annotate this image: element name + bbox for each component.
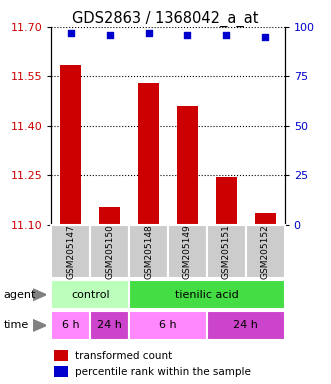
Bar (138, 83, 159, 225)
Bar (168, 225, 207, 278)
Bar (255, 213, 276, 225)
Point (68, 30, 73, 36)
Text: agent: agent (3, 290, 36, 300)
Bar (51, 280, 129, 309)
Text: 24 h: 24 h (233, 320, 258, 331)
Text: GSM205149: GSM205149 (183, 224, 192, 279)
Text: GSM205151: GSM205151 (222, 224, 231, 279)
Bar (129, 280, 285, 309)
Bar (54, 366, 68, 377)
Bar (90, 225, 129, 278)
Bar (51, 311, 90, 340)
Text: percentile rank within the sample: percentile rank within the sample (75, 367, 251, 377)
Bar (51, 225, 90, 278)
Point (107, 32, 112, 38)
Bar (207, 225, 246, 278)
Polygon shape (33, 289, 46, 300)
Point (262, 34, 268, 40)
Text: control: control (71, 290, 110, 300)
Point (146, 30, 151, 36)
Text: GSM205150: GSM205150 (105, 224, 114, 279)
Text: GSM205147: GSM205147 (66, 224, 75, 279)
Text: GSM205152: GSM205152 (261, 224, 270, 279)
Text: GDS2863 / 1368042_a_at: GDS2863 / 1368042_a_at (72, 11, 259, 27)
Text: GSM205148: GSM205148 (144, 224, 153, 279)
Point (224, 32, 229, 38)
Bar (207, 311, 285, 340)
Text: tienilic acid: tienilic acid (175, 290, 239, 300)
Text: transformed count: transformed count (75, 351, 172, 361)
Text: 24 h: 24 h (97, 320, 122, 331)
Bar (54, 350, 68, 361)
Bar (215, 177, 237, 225)
Bar (99, 207, 120, 225)
Text: 6 h: 6 h (159, 320, 177, 331)
Bar (90, 311, 129, 340)
Bar (60, 65, 81, 225)
Point (185, 32, 190, 38)
Bar (177, 106, 198, 225)
Text: 6 h: 6 h (62, 320, 79, 331)
Bar (246, 225, 285, 278)
Text: time: time (3, 320, 28, 331)
Bar (129, 225, 168, 278)
Polygon shape (33, 319, 46, 331)
Bar (129, 311, 207, 340)
